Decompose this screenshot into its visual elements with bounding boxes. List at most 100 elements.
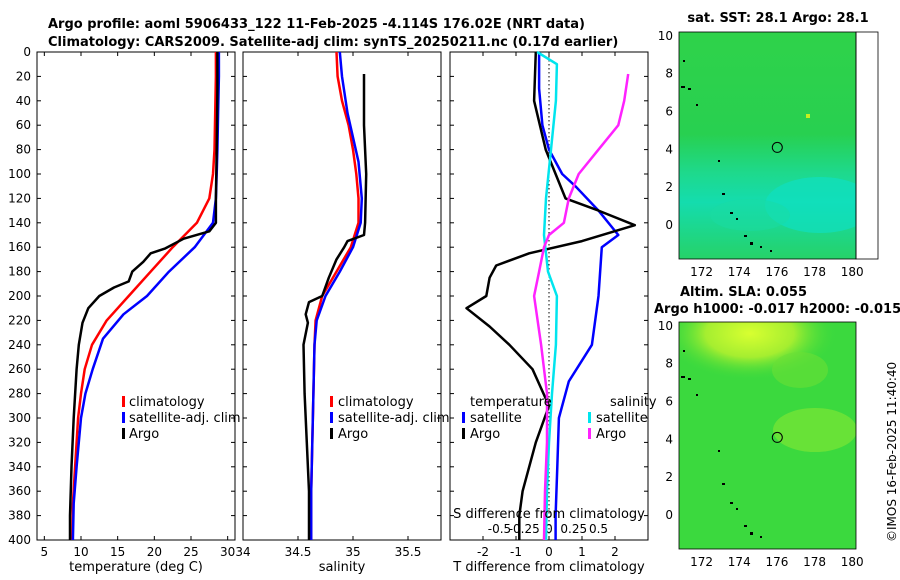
difference-x2label: S difference from climatology bbox=[453, 507, 645, 522]
legend-label-satellite: satellite-adj. clim bbox=[338, 411, 450, 426]
map-x-tick-label: 172 bbox=[690, 555, 713, 569]
legend-swatch-argo bbox=[122, 428, 125, 439]
x-tick-label: 10 bbox=[73, 545, 88, 559]
y-tick-label: 320 bbox=[8, 435, 31, 449]
series-line-satellite-adj-clim bbox=[309, 51, 364, 540]
title-line1: Argo profile: aoml 5906433_122 11-Feb-20… bbox=[48, 17, 585, 32]
series-line-s-satellite bbox=[536, 50, 559, 541]
x-tick-label: 2 bbox=[611, 545, 619, 559]
salinity-xlabel: salinity bbox=[319, 560, 366, 575]
credit-text: ©IMOS 16-Feb-2025 11:40:40 bbox=[885, 362, 899, 542]
x-tick-label: 20 bbox=[147, 545, 162, 559]
x-tick-label: -1 bbox=[510, 545, 522, 559]
map-x-tick-label: 178 bbox=[803, 265, 826, 279]
map-y-tick-label: 2 bbox=[665, 180, 673, 194]
difference-xlabel: T difference from climatology bbox=[452, 560, 645, 575]
y-tick-label: 180 bbox=[8, 265, 31, 279]
map-y-tick-label: 0 bbox=[665, 218, 673, 232]
y-tick-label: 240 bbox=[8, 338, 31, 352]
sst-map-title: sat. SST: 28.1 Argo: 28.1 bbox=[687, 11, 868, 26]
y-tick-label: 220 bbox=[8, 313, 31, 327]
temperature-xlabel: temperature (deg C) bbox=[69, 560, 203, 575]
map-y-tick-label: 6 bbox=[665, 394, 673, 408]
legend-label-satellite: satellite-adj. clim bbox=[129, 411, 241, 426]
difference-legend: temperature satellite Argo salinity sate… bbox=[462, 395, 657, 442]
legend-swatch-climatology bbox=[122, 396, 125, 407]
legend-swatch-argo bbox=[330, 428, 333, 439]
legend-label-argo: Argo bbox=[129, 427, 159, 442]
legend-swatch-t-argo bbox=[462, 428, 465, 439]
sst-heatmap bbox=[679, 32, 856, 259]
legend-label-climatology: climatology bbox=[338, 395, 414, 410]
temperature-axes bbox=[36, 51, 236, 541]
legend-title-temperature: temperature bbox=[470, 395, 552, 410]
map-y-tick-label: 0 bbox=[665, 508, 673, 522]
map-y-tick-label: 6 bbox=[665, 104, 673, 118]
x2-tick-label: -0.5 bbox=[488, 522, 511, 536]
y-tick-label: 120 bbox=[8, 191, 31, 205]
temperature-legend: climatology satellite-adj. clim Argo bbox=[122, 395, 241, 442]
y-tick-label: 360 bbox=[8, 484, 31, 498]
y-tick-label: 60 bbox=[16, 118, 31, 132]
legend-label-argo: Argo bbox=[338, 427, 368, 442]
sla-yellow-band bbox=[679, 322, 856, 417]
y-tick-label: 160 bbox=[8, 240, 31, 254]
x-tick-label: 5 bbox=[41, 545, 49, 559]
legend-label-s-argo: Argo bbox=[596, 427, 626, 442]
legend-label-s-satellite: satellite bbox=[596, 411, 648, 426]
salinity-legend: climatology satellite-adj. clim Argo bbox=[330, 395, 450, 442]
sla-green-patch bbox=[773, 408, 856, 452]
sla-map-subtitle: Argo h1000: -0.017 h2000: -0.015 bbox=[654, 302, 900, 317]
sla-green-patch-2 bbox=[772, 352, 828, 388]
series-line-t-satellite bbox=[537, 52, 620, 540]
x-tick-label: 30 bbox=[220, 545, 235, 559]
map-y-tick-label: 8 bbox=[665, 357, 673, 371]
legend-title-salinity: salinity bbox=[610, 395, 657, 410]
legend-swatch-t-satellite bbox=[462, 412, 465, 423]
sla-argo-marker bbox=[771, 431, 783, 443]
map-x-tick-label: 180 bbox=[841, 265, 864, 279]
sst-colorbar-frame bbox=[855, 31, 879, 260]
series-line-t-argo bbox=[465, 51, 637, 540]
legend-label-t-satellite: satellite bbox=[470, 411, 522, 426]
legend-swatch-satellite bbox=[330, 412, 333, 423]
y-tick-label: 260 bbox=[8, 362, 31, 376]
y-tick-label: 200 bbox=[8, 289, 31, 303]
y-tick-label: 20 bbox=[16, 69, 31, 83]
x-tick-label: -2 bbox=[477, 545, 489, 559]
map-y-tick-label: 10 bbox=[658, 319, 673, 333]
map-y-tick-label: 2 bbox=[665, 470, 673, 484]
x-tick-label: 35.5 bbox=[395, 545, 422, 559]
series-line-argo bbox=[302, 74, 368, 540]
sst-argo-marker bbox=[771, 141, 783, 153]
coastline-dots bbox=[681, 350, 762, 538]
map-x-tick-label: 180 bbox=[841, 555, 864, 569]
map-x-tick-label: 176 bbox=[765, 265, 788, 279]
y-tick-label: 140 bbox=[8, 216, 31, 230]
map-x-tick-label: 172 bbox=[690, 265, 713, 279]
legend-swatch-satellite bbox=[122, 412, 125, 423]
map-x-tick-label: 174 bbox=[728, 265, 751, 279]
y-tick-label: 80 bbox=[16, 143, 31, 157]
y-tick-label: 280 bbox=[8, 387, 31, 401]
series-line-climatology bbox=[70, 52, 218, 541]
legend-label-t-argo: Argo bbox=[470, 427, 500, 442]
y-tick-label: 300 bbox=[8, 411, 31, 425]
legend-swatch-s-argo bbox=[588, 428, 591, 439]
x-tick-label: 25 bbox=[183, 545, 198, 559]
map-x-tick-label: 174 bbox=[728, 555, 751, 569]
series-line-s-argo bbox=[532, 73, 630, 541]
y-tick-label: 40 bbox=[16, 94, 31, 108]
legend-swatch-s-satellite bbox=[588, 412, 591, 423]
x-tick-label: 0 bbox=[545, 545, 553, 559]
map-x-tick-label: 176 bbox=[765, 555, 788, 569]
sst-cyan-patch-2 bbox=[710, 199, 790, 231]
y-tick-label: 100 bbox=[8, 167, 31, 181]
map-x-tick-label: 178 bbox=[803, 555, 826, 569]
map-y-tick-label: 8 bbox=[665, 67, 673, 81]
x2-tick-label: -0.25 bbox=[509, 522, 540, 536]
coastline-dots bbox=[681, 60, 772, 252]
legend-swatch-climatology bbox=[330, 396, 333, 407]
x-tick-label: 1 bbox=[578, 545, 586, 559]
